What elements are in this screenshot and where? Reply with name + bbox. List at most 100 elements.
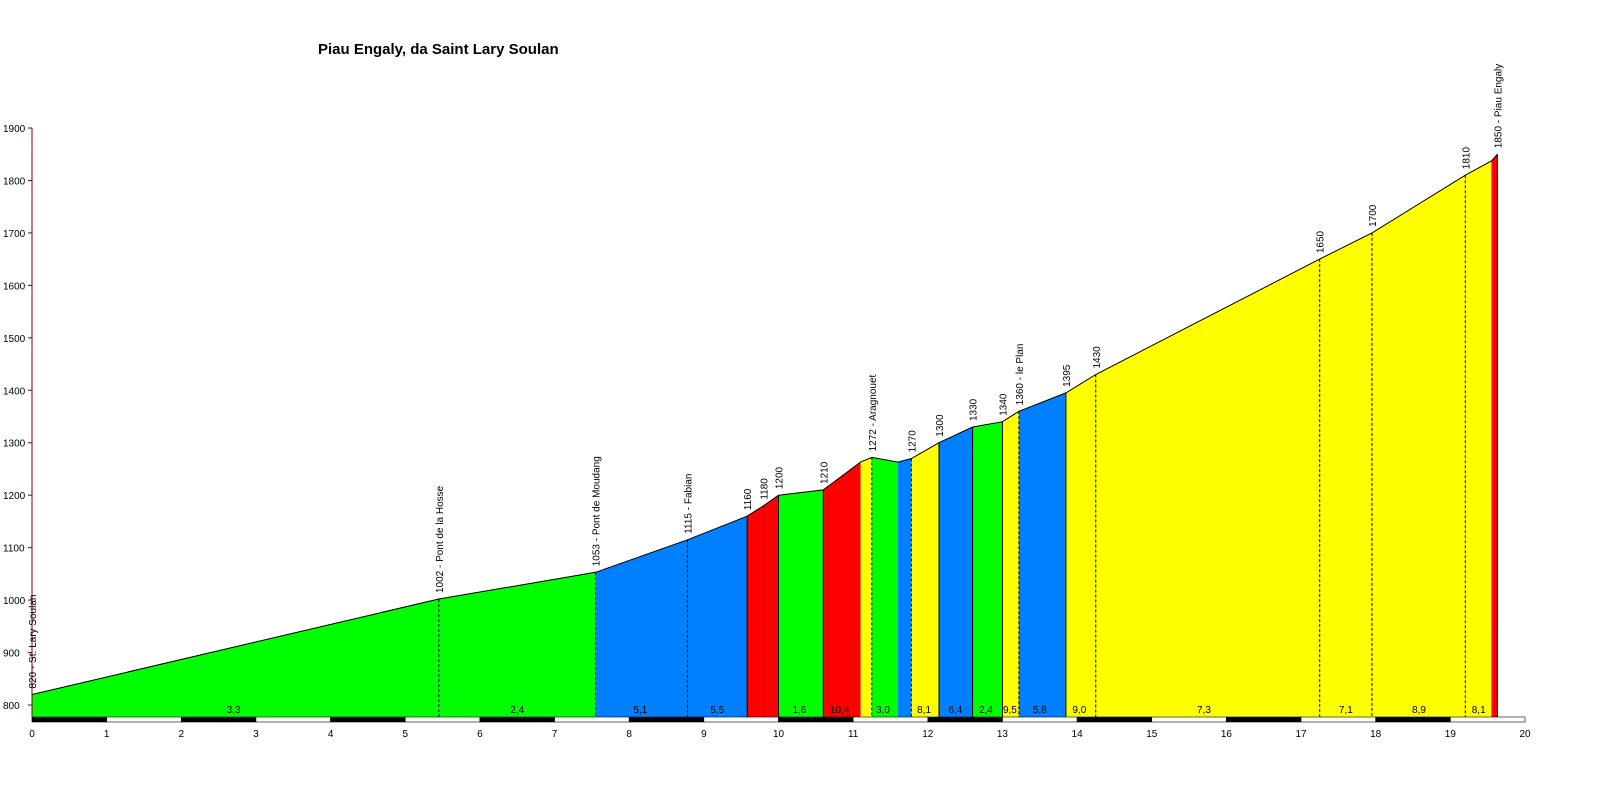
y-tick-label-9: 1700 — [3, 229, 26, 240]
gradient-label-14: 7,1 — [1339, 705, 1353, 716]
y-tick-label-10: 1800 — [3, 176, 26, 187]
marker-label-12: 1340 — [998, 393, 1009, 416]
ruler-block-9 — [703, 716, 779, 723]
marker-label-3: 1115 - Fabian — [683, 474, 694, 534]
profile-segment-6 — [871, 457, 898, 717]
gradient-label-11: 5,8 — [1033, 705, 1047, 716]
x-tick-label-19: 19 — [1445, 729, 1457, 740]
ruler-block-18 — [1375, 716, 1451, 723]
ruler-block-7 — [554, 716, 630, 723]
ruler-block-5 — [404, 716, 481, 723]
marker-label-18: 1810 — [1461, 147, 1472, 170]
x-tick-label-6: 6 — [477, 729, 483, 740]
y-tick-label-4: 1200 — [3, 491, 26, 502]
ruler-block-10 — [778, 716, 854, 723]
marker-label-13: 1360 - le Plan — [1015, 344, 1026, 406]
gradient-label-3: 5,5 — [710, 705, 724, 716]
ruler-block-0 — [31, 716, 107, 723]
marker-label-19: 1850 - Piau Engaly — [1493, 64, 1504, 149]
marker-guides-group — [31, 154, 1498, 717]
x-tick-label-13: 13 — [997, 729, 1009, 740]
profile-segment-0 — [32, 572, 596, 717]
profile-segment-7 — [897, 458, 912, 717]
y-tick-label-0: 800 — [3, 701, 20, 712]
gradient-label-8: 6,4 — [948, 705, 962, 716]
profile-segment-4 — [823, 462, 861, 717]
profile-segment-3 — [778, 489, 824, 717]
gradient-label-9: 2,4 — [979, 705, 993, 716]
profile-segment-2 — [747, 495, 779, 717]
profile-segment-12 — [1018, 392, 1066, 717]
y-tick-label-7: 1500 — [3, 334, 26, 345]
y-tick-label-3: 1100 — [3, 544, 25, 555]
x-tick-label-12: 12 — [922, 729, 934, 740]
ruler-block-11 — [852, 716, 929, 723]
marker-label-16: 1650 — [1316, 230, 1327, 253]
axes-group: 800 900 1000 1100 1200 1300 1400 1500 1600 1700 18… — [3, 124, 33, 717]
gradient-label-2: 5,1 — [633, 705, 647, 716]
x-tick-label-18: 18 — [1370, 729, 1382, 740]
x-tick-label-20: 20 — [1519, 729, 1531, 740]
profile-segment-10 — [972, 421, 1003, 717]
gradient-label-13: 7,3 — [1197, 705, 1211, 716]
x-tick-label-4: 4 — [328, 729, 334, 740]
distance-ruler-group: 0 1 2 3 4 5 6 7 8 9 10 11 12 13 14 15 16 17 18 19 20 — [29, 716, 1531, 740]
gradient-label-5: 10,4 — [830, 705, 850, 716]
x-tick-label-14: 14 — [1072, 729, 1084, 740]
gradient-label-4: 1,6 — [792, 705, 806, 716]
marker-label-5: 1180 — [760, 478, 771, 500]
ruler-block-8 — [628, 716, 705, 723]
marker-label-6: 1200 — [775, 466, 786, 489]
marker-label-15: 1430 — [1092, 346, 1103, 369]
gradient-label-12: 9,0 — [1072, 705, 1086, 716]
y-tick-label-2: 1000 — [3, 596, 26, 607]
x-tick-label-15: 15 — [1146, 729, 1158, 740]
gradient-label-6: 3,0 — [876, 705, 890, 716]
profile-segment-11 — [1002, 411, 1019, 717]
marker-label-8: 1272 - Aragnouet — [868, 374, 879, 451]
x-tick-label-1: 1 — [104, 729, 110, 740]
y-tick-label-5: 1300 — [3, 439, 26, 450]
marker-label-1: 1002 - Pont de la Hosse — [435, 485, 446, 593]
marker-label-17: 1700 — [1368, 204, 1379, 227]
x-tick-label-2: 2 — [179, 729, 185, 740]
x-tick-label-3: 3 — [253, 729, 259, 740]
ruler-block-15 — [1151, 716, 1227, 723]
x-tick-label-7: 7 — [552, 729, 558, 740]
gradient-label-7: 8,1 — [917, 705, 931, 716]
marker-label-9: 1270 — [907, 430, 918, 453]
ruler-block-4 — [330, 716, 406, 723]
profile-segment-14 — [1491, 154, 1498, 717]
ruler-block-3 — [255, 716, 331, 723]
marker-label-11: 1330 — [969, 398, 980, 421]
marker-label-14: 1395 — [1062, 364, 1073, 387]
profile-outline-group — [31, 153, 1498, 695]
ruler-block-6 — [479, 716, 555, 723]
profile-segment-9 — [938, 427, 973, 717]
x-tick-label-5: 5 — [402, 729, 408, 740]
profile-outline — [31, 153, 1498, 695]
profile-segment-13 — [1065, 161, 1492, 717]
ruler-block-17 — [1300, 716, 1377, 723]
chart-title: Piau Engaly, da Saint Lary Soulan — [318, 41, 559, 58]
marker-label-2: 1053 - Pont de Moudang — [592, 456, 603, 566]
y-tick-label-1: 900 — [3, 649, 20, 660]
x-tick-label-16: 16 — [1221, 729, 1233, 740]
profile-segment-1 — [595, 516, 748, 717]
x-tick-label-9: 9 — [701, 729, 707, 740]
ruler-block-14 — [1076, 716, 1153, 723]
ruler-block-2 — [181, 716, 257, 723]
gradient-label-10: 9,5 — [1003, 705, 1017, 716]
x-tick-label-10: 10 — [773, 729, 785, 740]
y-tick-label-6: 1400 — [3, 386, 26, 397]
x-tick-label-0: 0 — [29, 729, 35, 740]
ruler-block-1 — [106, 716, 182, 723]
gradient-label-15: 8,9 — [1412, 705, 1426, 716]
ruler-block-13 — [1002, 716, 1078, 723]
x-tick-label-17: 17 — [1295, 729, 1307, 740]
ruler-block-16 — [1226, 716, 1302, 723]
x-tick-label-11: 11 — [848, 729, 859, 740]
profile-fill-group — [32, 154, 1498, 717]
ruler-block-12 — [927, 716, 1003, 723]
marker-label-4: 1160 — [743, 488, 754, 510]
